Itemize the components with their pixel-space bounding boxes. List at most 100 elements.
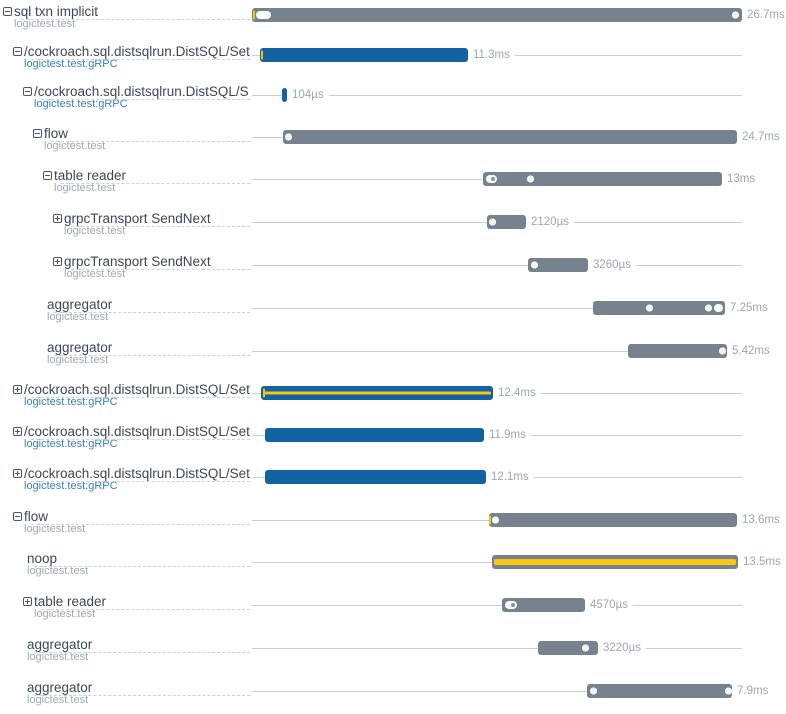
expand-icon[interactable]	[23, 597, 32, 606]
expand-icon[interactable]	[13, 427, 22, 436]
trace-span-row[interactable]: /cockroach.sql.distsqlrun.DistSQL/Set lo…	[0, 382, 786, 424]
leader-dashed-line	[61, 183, 250, 184]
span-process-label: logictest.test	[64, 225, 126, 237]
trace-span-row[interactable]: flow logictest.test 13.6ms	[0, 509, 786, 551]
span-process-label: logictest.test	[27, 694, 89, 706]
span-duration-bar[interactable]	[282, 88, 287, 102]
log-event-marker[interactable]	[714, 304, 723, 312]
trace-span-row[interactable]: aggregator logictest.test 3220µs	[0, 637, 786, 679]
trace-span-row[interactable]: aggregator logictest.test 5.42ms	[0, 340, 786, 382]
span-duration-bar[interactable]	[628, 344, 727, 358]
collapse-icon[interactable]	[43, 171, 52, 180]
log-event-tick[interactable]	[489, 515, 491, 525]
span-duration-bar[interactable]	[593, 301, 725, 315]
span-duration-bar[interactable]	[528, 258, 588, 272]
log-event-marker[interactable]	[646, 304, 653, 312]
trace-span-row[interactable]: table reader logictest.test 13ms	[0, 168, 786, 210]
leader-dashed-line	[51, 141, 250, 142]
log-event-tick[interactable]	[253, 10, 255, 20]
span-duration-bar[interactable]	[487, 215, 526, 229]
span-name: grpcTransport SendNext	[64, 211, 211, 226]
trace-span-row[interactable]: grpcTransport SendNext logictest.test 21…	[0, 211, 786, 253]
log-event-marker[interactable]	[705, 304, 712, 312]
expand-icon[interactable]	[53, 214, 62, 223]
trace-span-row[interactable]: aggregator logictest.test 7.9ms	[0, 680, 786, 714]
trace-span-row[interactable]: flow logictest.test 24.7ms	[0, 126, 786, 168]
timeline-baseline	[252, 648, 742, 649]
span-process-label: logictest.test	[14, 18, 76, 30]
span-duration-bar[interactable]	[587, 684, 732, 698]
span-duration-label: 7.9ms	[732, 684, 774, 698]
span-name: /cockroach.sql.distsqlrun.DistSQL/Set	[24, 424, 250, 439]
timeline-baseline	[252, 691, 742, 692]
span-duration-label: 26.7ms	[742, 8, 786, 22]
span-duration-bar[interactable]	[483, 172, 722, 186]
span-name: noop	[27, 551, 58, 566]
span-process-label: logictest.test	[24, 523, 86, 535]
log-event-marker[interactable]	[489, 218, 496, 226]
log-event-marker[interactable]	[725, 687, 732, 695]
trace-span-row[interactable]: table reader logictest.test 4570µs	[0, 594, 786, 636]
trace-span-row[interactable]: /cockroach.sql.distsqlrun.DistSQL/Set lo…	[0, 44, 786, 86]
log-event-marker[interactable]	[285, 133, 292, 141]
expand-icon[interactable]	[13, 385, 22, 394]
leader-dashed-line	[31, 524, 250, 525]
expand-icon[interactable]	[13, 469, 22, 478]
expand-icon[interactable]	[53, 257, 62, 266]
collapse-icon[interactable]	[33, 129, 42, 138]
log-event-marker[interactable]	[590, 687, 597, 695]
collapse-icon[interactable]	[13, 512, 22, 521]
span-duration-bar[interactable]	[260, 48, 468, 62]
log-event-marker[interactable]	[732, 11, 739, 19]
span-process-label: logictest.test	[47, 354, 109, 366]
leader-dashed-line	[31, 439, 250, 440]
span-process-label: logictest.test	[34, 608, 96, 620]
log-event-marker[interactable]	[719, 347, 726, 355]
span-name: table reader	[34, 594, 107, 609]
span-duration-label: 11.3ms	[468, 48, 515, 62]
log-event-marker[interactable]	[492, 516, 499, 524]
span-duration-bar[interactable]	[489, 513, 737, 527]
log-event-marker[interactable]	[505, 601, 517, 609]
timeline-baseline	[252, 351, 742, 352]
span-duration-bar[interactable]	[252, 8, 742, 22]
trace-span-row[interactable]: grpcTransport SendNext logictest.test 32…	[0, 254, 786, 296]
timeline-baseline	[252, 265, 742, 266]
span-process-label: logictest.test:gRPC	[24, 438, 118, 450]
leader-dashed-line	[34, 652, 250, 653]
collapse-icon[interactable]	[3, 7, 12, 16]
span-name: grpcTransport SendNext	[64, 254, 211, 269]
span-process-label: logictest.test	[47, 311, 109, 323]
span-duration-bar[interactable]	[283, 130, 737, 144]
log-event-marker[interactable]	[256, 11, 271, 19]
trace-span-row[interactable]: noop logictest.test 13.5ms	[0, 551, 786, 593]
trace-span-row[interactable]: /cockroach.sql.distsqlrun.DistSQL/Set lo…	[0, 466, 786, 508]
trace-span-row[interactable]: aggregator logictest.test 7.25ms	[0, 297, 786, 339]
span-duration-label: 7.25ms	[725, 301, 773, 315]
leader-dashed-line	[31, 397, 250, 398]
log-event-marker[interactable]	[531, 261, 538, 269]
span-name: /cockroach.sql.distsqlrun.DistSQL/Set	[24, 382, 250, 397]
span-duration-bar[interactable]	[538, 641, 598, 655]
log-event-marker[interactable]	[486, 175, 497, 183]
intra-span-highlight-stripe	[494, 559, 736, 565]
span-duration-bar[interactable]	[261, 386, 493, 400]
trace-span-row[interactable]: /cockroach.sql.distsqlrun.DistSQL/S logi…	[0, 84, 786, 126]
span-duration-bar[interactable]	[502, 598, 585, 612]
span-duration-label: 3260µs	[588, 258, 636, 272]
trace-span-row[interactable]: /cockroach.sql.distsqlrun.DistSQL/Set lo…	[0, 424, 786, 466]
trace-span-row[interactable]: sql txn implicit logictest.test 26.7ms	[0, 4, 786, 46]
span-duration-bar[interactable]	[492, 555, 738, 569]
log-event-marker[interactable]	[582, 644, 589, 652]
span-process-label: logictest.test:gRPC	[34, 98, 128, 110]
collapse-icon[interactable]	[23, 87, 32, 96]
span-duration-label: 13.6ms	[737, 513, 785, 527]
log-event-marker[interactable]	[527, 175, 534, 183]
span-duration-bar[interactable]	[265, 428, 484, 442]
span-duration-bar[interactable]	[265, 470, 486, 484]
log-event-tick[interactable]	[261, 50, 263, 60]
span-process-label: logictest.test:gRPC	[24, 58, 118, 70]
collapse-icon[interactable]	[13, 47, 22, 56]
log-event-tick[interactable]	[263, 388, 265, 398]
